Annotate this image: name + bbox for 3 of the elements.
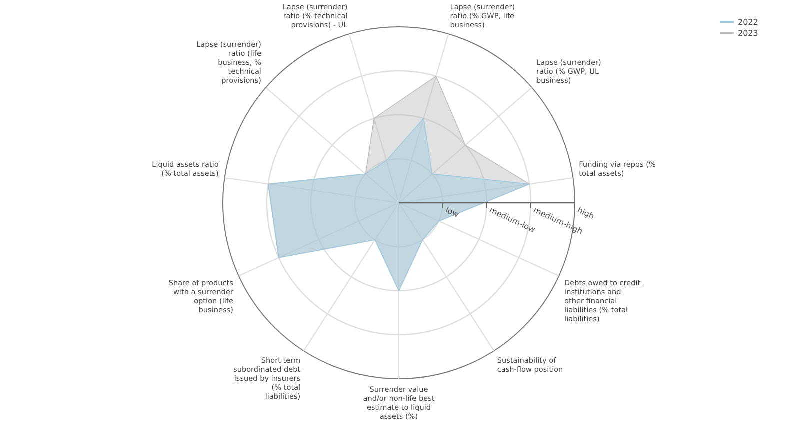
y-tick-label: low [444, 206, 461, 220]
legend-label: 2023 [738, 29, 758, 38]
legend-label: 2022 [738, 18, 758, 27]
